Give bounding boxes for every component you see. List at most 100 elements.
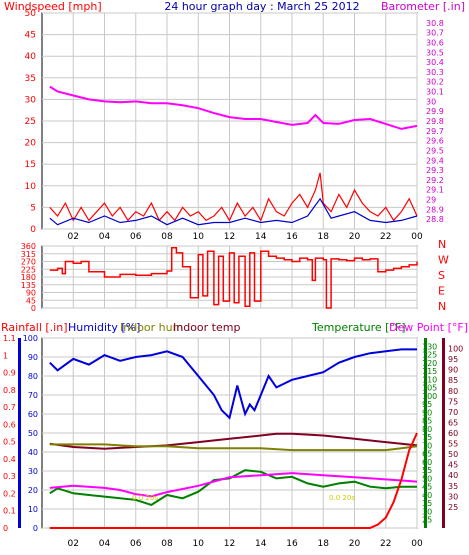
baro-tick-label: 30	[426, 97, 436, 106]
rain-tick-label: 0	[3, 524, 8, 533]
baro-tick-label: 29.6	[426, 137, 444, 146]
rain-tick-label: 1.1	[3, 334, 16, 343]
dew-tick-label: 95	[448, 355, 458, 364]
temp-tick-label: 95	[422, 400, 432, 409]
dew-point-axis-label: Dew Point [°F]	[389, 321, 468, 334]
baro-tick-label: 28.8	[426, 215, 444, 224]
temp-tick-label: 120	[422, 359, 437, 368]
dew-tick-label: 60	[448, 429, 458, 438]
baro-tick-label: 30.2	[426, 78, 444, 87]
baro-tick-label: 30.3	[426, 68, 444, 77]
rain-tick-label: 0.5	[3, 438, 16, 447]
wind-tick-label: 0	[30, 225, 36, 235]
x-tick-label: 22	[380, 232, 391, 242]
x-tick-label: 04	[99, 539, 111, 549]
indoor-temp-label: Indoor temp	[173, 321, 240, 334]
compass-label: N	[438, 300, 446, 313]
dew-axis-bar	[442, 338, 445, 528]
x-tick-label: 18	[318, 232, 330, 242]
baro-axis-ticks: 28.828.92929.129.229.329.429.529.629.729…	[426, 19, 444, 224]
baro-tick-label: 28.9	[426, 205, 444, 214]
humidity-axis-label: Humidity [%]	[68, 321, 140, 334]
x-tick-label: 02	[68, 539, 79, 549]
humidity-tick-label: 100	[23, 334, 38, 343]
humidity-tick-label: 0	[33, 524, 38, 533]
indoor_temp-line	[49, 432, 418, 450]
temp-tick-label: 105	[422, 384, 437, 393]
baro-tick-label: 29.4	[426, 156, 444, 165]
dew-tick-label: 100	[448, 345, 463, 354]
temp-tick-label: 100	[422, 392, 437, 401]
x-tick-label: 06	[130, 539, 142, 549]
humidity-tick-label: 40	[28, 448, 38, 457]
wind-tick-label: 40	[25, 52, 37, 62]
temperature-line	[49, 469, 417, 506]
temp-tick-label: 40	[422, 491, 432, 500]
baro-tick-label: 30.6	[426, 38, 444, 47]
direction-tick-label: 0	[31, 304, 36, 313]
rain-annotations: 0.0 20s 0.0 20s	[132, 494, 355, 502]
rain-hum-temp-x-ticks: 02 04 06 08 10 12 14 16 18 20 22 00	[68, 539, 423, 549]
direction-tick-label: 45	[26, 296, 36, 305]
dew-tick-label: 30	[448, 492, 458, 501]
dew-tick-label: 70	[448, 408, 458, 417]
x-tick-label: 20	[349, 539, 361, 549]
temp-tick-label: 30	[422, 507, 432, 516]
x-tick-label: 06	[130, 232, 142, 242]
x-tick-label: 14	[255, 232, 267, 242]
rain-tick-label: 0.1	[3, 507, 16, 516]
dew-tick-label: 40	[448, 471, 458, 480]
temp-tick-label: 50	[422, 474, 432, 483]
humidity-tick-label: 70	[28, 391, 38, 400]
x-tick-label: 12	[224, 232, 235, 242]
direction-tick-label: 180	[21, 273, 36, 282]
direction-tick-label: 225	[21, 265, 36, 274]
rain-annotation: 0.0 20s	[132, 494, 158, 502]
baro-tick-label: 29.3	[426, 166, 444, 175]
baro-tick-label: 29.2	[426, 176, 444, 185]
compass-label: E	[438, 285, 445, 298]
chart-title: 24 hour graph day : March 25 2012	[164, 0, 359, 13]
humidity-tick-label: 90	[28, 353, 38, 362]
temp-tick-label: 25	[422, 516, 432, 525]
wind-tick-label: 10	[25, 182, 37, 192]
dew-tick-label: 25	[448, 503, 458, 512]
compass-label: S	[438, 269, 445, 282]
rain-tick-label: 1	[3, 351, 8, 360]
x-tick-label: 08	[161, 539, 173, 549]
humidity-tick-label: 80	[28, 372, 38, 381]
wind-axis-ticks: 0 5 10 15 20 25 30 35 40 45 50	[25, 9, 37, 235]
temp-tick-label: 115	[422, 367, 437, 376]
humidity-tick-label: 10	[28, 505, 38, 514]
wind-tick-label: 30	[25, 95, 37, 105]
baro-tick-label: 29.9	[426, 107, 444, 116]
x-tick-label: 02	[68, 232, 79, 242]
wind-tick-label: 5	[30, 203, 36, 213]
baro-tick-label: 30.8	[426, 19, 444, 28]
x-tick-label: 08	[161, 232, 173, 242]
baro-tick-label: 29.7	[426, 127, 444, 136]
direction-tick-label: 90	[26, 289, 36, 298]
temp-tick-label: 75	[422, 433, 432, 442]
rain-axis-label: Rainfall [.in]	[1, 321, 68, 334]
x-tick-label: 10	[193, 232, 205, 242]
temp-tick-label: 80	[422, 425, 432, 434]
baro-tick-label: 29.8	[426, 117, 444, 126]
wind-baro-x-ticks: 02 04 06 08 10 12 14 16 18 20 22 00	[68, 232, 423, 242]
temperature-axis-label: Temperature [°F]	[311, 321, 406, 334]
x-tick-label: 04	[99, 232, 111, 242]
temp-tick-label: 90	[422, 408, 432, 417]
dew-tick-label: 45	[448, 461, 458, 470]
rain-tick-label: 0.8	[3, 386, 16, 395]
wind-tick-label: 20	[25, 139, 37, 149]
wind-tick-label: 45	[25, 31, 36, 41]
temp-tick-label: 85	[422, 417, 432, 426]
x-tick-label: 14	[255, 539, 267, 549]
rain-tick-label: 0.4	[3, 455, 16, 464]
rain-tick-label: 0.3	[3, 472, 16, 481]
direction-tick-label: 360	[21, 242, 36, 251]
rain-hum-temp-series	[49, 348, 418, 529]
